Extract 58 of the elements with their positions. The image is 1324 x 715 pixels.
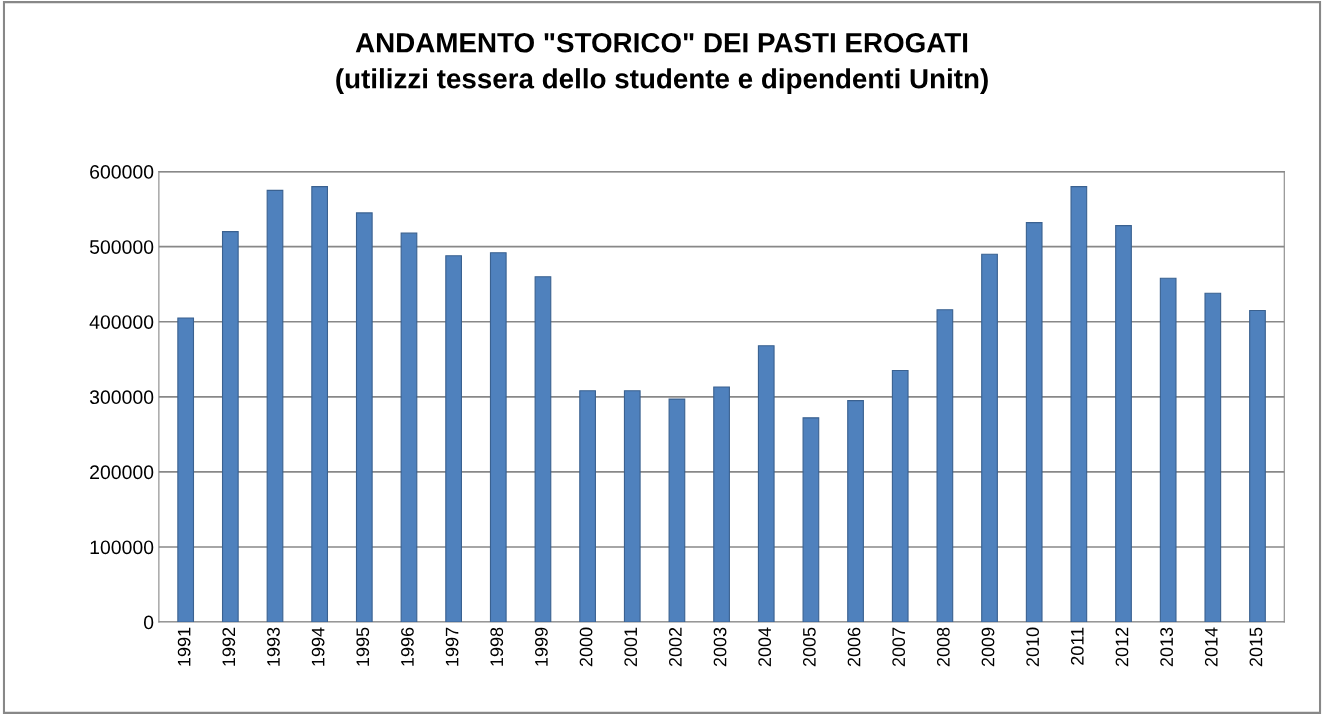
x-tick-label: 2002 [668,627,682,667]
bar [936,309,954,623]
chart-title: ANDAMENTO "STORICO" DEI PASTI EROGATI (utilizzi tessera dello studente e dipendenti Unitn) [336,32,988,95]
y-tick-label: 300000 [89,390,154,405]
x-tick-label: 1996 [401,627,414,666]
bar [177,317,195,623]
bar [579,390,596,623]
bar [668,398,686,623]
bar [221,231,239,623]
bar [1025,222,1043,623]
bar [713,386,730,623]
y-tick-label: 500000 [89,240,154,254]
bar [311,186,329,623]
bar [1159,277,1177,623]
x-tick-label: 2013 [1160,627,1174,667]
x-tick-label: 1993 [267,627,280,666]
y-tick-label: 200000 [90,465,154,480]
x-tick-label: 2009 [981,627,995,667]
bar [445,255,462,623]
x-tick-label: 1991 [177,627,191,666]
x-tick-label: 2010 [1026,627,1040,667]
y-tick-label: 0 [143,615,154,630]
x-tick-label: 2006 [847,627,861,667]
x-tick-label: 2014 [1204,627,1218,667]
x-tick-label: 1994 [311,627,325,666]
bar [266,189,284,623]
x-tick-label: 1992 [222,627,236,666]
x-tick-label: 2003 [713,627,727,667]
x-tick-label: 2001 [624,627,638,667]
bar [623,390,641,623]
x-tick-label: 1997 [445,627,459,666]
bar [891,369,909,623]
bar [534,276,552,623]
x-tick-label: 2012 [1115,627,1129,667]
bar [1249,309,1266,623]
x-tick-label: 2000 [579,627,593,667]
y-tick-label: 600000 [90,165,154,179]
x-tick-label: 1999 [535,627,548,666]
bar [981,253,998,623]
y-tick-label: 100000 [90,540,154,555]
x-tick-label: 2011 [1070,627,1084,665]
x-tick-label: 2008 [936,627,950,667]
bar [1204,292,1222,623]
bar [847,400,864,623]
bar [757,345,775,623]
x-tick-label: 1995 [356,627,370,666]
y-tick-label: 400000 [89,315,154,329]
bar [355,212,373,623]
x-tick-label: 1998 [490,627,504,666]
x-tick-label: 2004 [758,627,772,667]
bar [1115,225,1132,623]
bar [489,252,507,623]
bar [400,232,418,623]
bar [802,417,820,623]
x-tick-label: 2015 [1249,627,1263,667]
x-tick-label: 2007 [892,627,906,667]
bar [1070,186,1088,623]
x-tick-label: 2005 [802,627,816,667]
